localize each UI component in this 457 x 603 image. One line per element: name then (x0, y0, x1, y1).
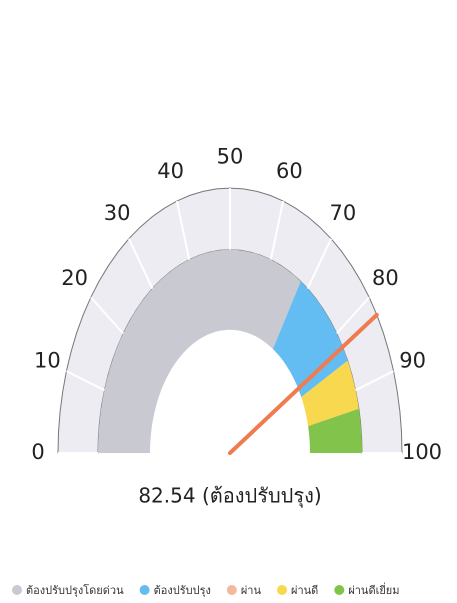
tick-line (65, 370, 105, 392)
legend-label: ต้องปรับปรุง (154, 584, 211, 597)
gauge-band (301, 360, 359, 427)
tick-label: 20 (61, 266, 88, 290)
legend-label: ผ่านดี (291, 584, 318, 597)
tick-line (306, 238, 333, 289)
tick-label: 30 (104, 201, 131, 225)
legend-dot (334, 585, 345, 595)
gauge-band (272, 281, 348, 398)
tick-label: 60 (276, 159, 303, 183)
tick-line (127, 238, 154, 289)
legend-label: ต้องปรับปรุงโดยด่วน (26, 583, 124, 597)
legend-dot (139, 585, 150, 595)
tick-line (355, 370, 395, 392)
tick-label: 80 (372, 266, 399, 290)
legend-dot (12, 585, 22, 595)
tick-line (336, 296, 370, 335)
tick-label: 70 (329, 201, 356, 225)
tick-line (175, 200, 191, 260)
legend-dot (226, 585, 237, 595)
tick-line (90, 296, 124, 335)
tick-label: 0 (31, 440, 44, 464)
legend-label: ผ่าน (241, 584, 262, 597)
value-label: 82.54 (ต้องปรับปรุง) (138, 484, 321, 509)
legend-label: ผ่านดีเยี่ยม (348, 582, 399, 597)
gauge-band (98, 249, 301, 453)
tick-label: 40 (157, 159, 184, 183)
tick-label: 90 (399, 349, 426, 373)
gauge-band (308, 408, 362, 453)
legend-dot (277, 585, 288, 595)
tick-label: 100 (402, 440, 442, 464)
needle (228, 312, 379, 455)
tick-label: 50 (217, 144, 244, 168)
tick-label: 10 (34, 349, 61, 373)
tick-line (269, 200, 285, 260)
